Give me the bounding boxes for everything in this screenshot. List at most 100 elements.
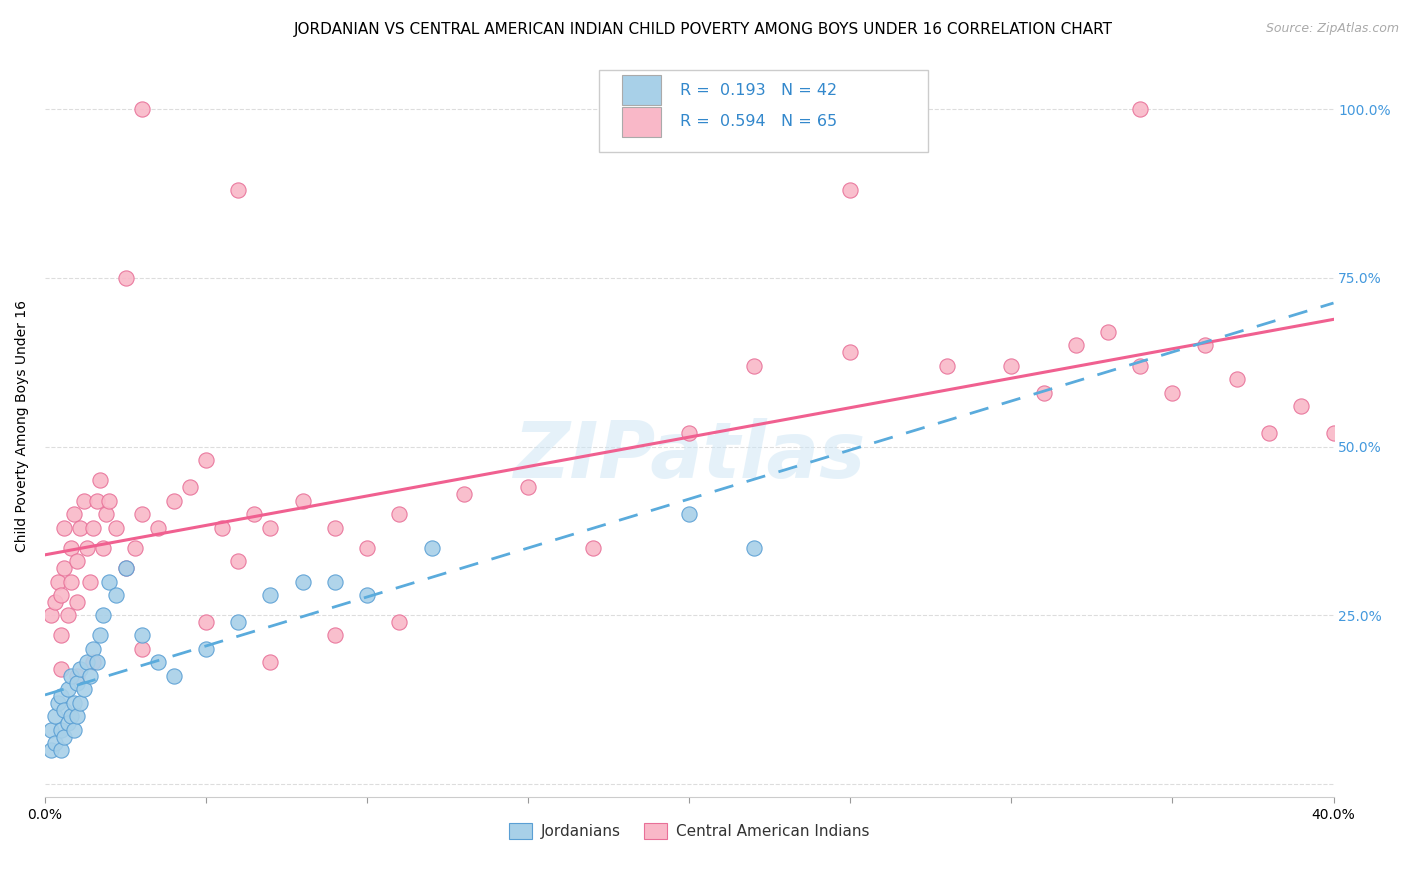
Point: [291, 574, 314, 589]
Point: [195, 642, 218, 657]
Point: [259, 520, 281, 534]
Legend: Jordanians, Central American Indians: Jordanians, Central American Indians: [503, 817, 876, 846]
Point: [53, 730, 76, 744]
Point: [56, 682, 79, 697]
Point: [49, 690, 72, 704]
Point: [79, 669, 101, 683]
Point: [114, 561, 136, 575]
Point: [420, 541, 443, 555]
Point: [53, 561, 76, 575]
Point: [1129, 359, 1152, 373]
Point: [104, 588, 127, 602]
Point: [179, 480, 201, 494]
Point: [53, 703, 76, 717]
Point: [356, 541, 378, 555]
Point: [323, 520, 346, 534]
FancyBboxPatch shape: [623, 107, 661, 136]
Point: [41, 608, 63, 623]
Point: [259, 656, 281, 670]
Point: [91, 541, 114, 555]
Point: [49, 662, 72, 676]
Text: ZIPatlas: ZIPatlas: [513, 418, 865, 494]
Point: [211, 520, 233, 534]
Text: Source: ZipAtlas.com: Source: ZipAtlas.com: [1265, 22, 1399, 36]
Point: [146, 520, 169, 534]
Point: [63, 696, 86, 710]
Point: [291, 493, 314, 508]
Point: [98, 493, 121, 508]
Point: [59, 669, 82, 683]
Point: [82, 642, 104, 657]
Point: [323, 574, 346, 589]
Point: [1322, 425, 1344, 440]
Point: [91, 608, 114, 623]
Point: [46, 696, 69, 710]
Point: [1194, 338, 1216, 352]
Point: [146, 656, 169, 670]
FancyBboxPatch shape: [623, 75, 661, 105]
Point: [46, 574, 69, 589]
Point: [49, 588, 72, 602]
Point: [1032, 385, 1054, 400]
Point: [76, 656, 98, 670]
Point: [742, 359, 765, 373]
Point: [1226, 372, 1249, 386]
Point: [44, 595, 66, 609]
Point: [66, 595, 89, 609]
Point: [69, 662, 91, 676]
Point: [72, 682, 94, 697]
Point: [89, 473, 111, 487]
Point: [59, 541, 82, 555]
Point: [49, 743, 72, 757]
Point: [356, 588, 378, 602]
Point: [1129, 102, 1152, 116]
Point: [79, 574, 101, 589]
Point: [59, 574, 82, 589]
Point: [69, 696, 91, 710]
Text: R =  0.594   N = 65: R = 0.594 N = 65: [681, 114, 838, 129]
Point: [44, 736, 66, 750]
Point: [163, 493, 186, 508]
Point: [131, 507, 153, 521]
Point: [66, 554, 89, 568]
Point: [1000, 359, 1022, 373]
Text: R =  0.193   N = 42: R = 0.193 N = 42: [681, 83, 838, 97]
Point: [72, 493, 94, 508]
Point: [742, 541, 765, 555]
Point: [936, 359, 959, 373]
Point: [1161, 385, 1184, 400]
Point: [98, 574, 121, 589]
Point: [131, 102, 153, 116]
Point: [41, 743, 63, 757]
Point: [86, 493, 108, 508]
Point: [1097, 325, 1119, 339]
Point: [388, 615, 411, 629]
Point: [86, 656, 108, 670]
Point: [69, 520, 91, 534]
Point: [678, 507, 700, 521]
Point: [131, 628, 153, 642]
Point: [66, 669, 89, 683]
Point: [49, 628, 72, 642]
Point: [163, 669, 186, 683]
Point: [581, 541, 603, 555]
Point: [56, 608, 79, 623]
Point: [1064, 338, 1087, 352]
Point: [388, 507, 411, 521]
Point: [226, 615, 249, 629]
Point: [41, 723, 63, 737]
Point: [195, 453, 218, 467]
Point: [453, 487, 475, 501]
Point: [195, 615, 218, 629]
Point: [131, 642, 153, 657]
Point: [259, 588, 281, 602]
Point: [678, 425, 700, 440]
Point: [124, 541, 146, 555]
Point: [63, 507, 86, 521]
Point: [104, 520, 127, 534]
Point: [82, 520, 104, 534]
Point: [96, 507, 118, 521]
Point: [839, 345, 862, 359]
Point: [226, 554, 249, 568]
Point: [226, 183, 249, 197]
